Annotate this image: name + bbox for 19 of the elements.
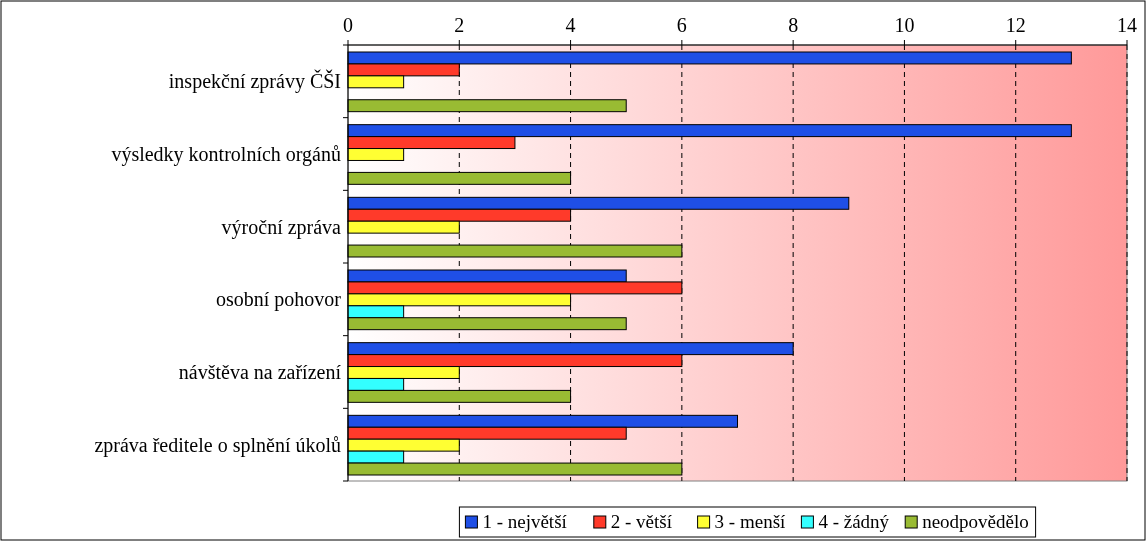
x-tick-label: 0 xyxy=(343,14,353,36)
x-tick-label: 4 xyxy=(565,14,576,36)
legend-label: 1 - největší xyxy=(482,511,568,532)
legend-label: neodpovědělo xyxy=(922,511,1029,532)
y-tick-label: zpráva ředitele o splnění úkolů xyxy=(94,433,341,457)
legend-label: 2 - větší xyxy=(610,511,673,532)
x-tick-label: 8 xyxy=(788,14,799,36)
legend-label: 4 - žádný xyxy=(818,511,890,532)
x-tick-label: 6 xyxy=(676,14,687,36)
y-tick-label: osobní pohovor xyxy=(216,288,342,312)
x-tick-label: 14 xyxy=(1117,14,1137,36)
y-tick-label: výroční zpráva xyxy=(221,215,342,239)
x-tick-label: 2 xyxy=(454,14,465,36)
legend-label: 3 - menší xyxy=(714,511,787,532)
y-tick-label: inspekční zprávy ČŠI xyxy=(168,69,341,94)
y-tick-label: návštěva na zařízení xyxy=(178,361,342,383)
y-tick-label: výsledky kontrolních orgánů xyxy=(111,143,341,166)
x-tick-label: 10 xyxy=(894,14,915,36)
x-tick-label: 12 xyxy=(1005,14,1026,36)
